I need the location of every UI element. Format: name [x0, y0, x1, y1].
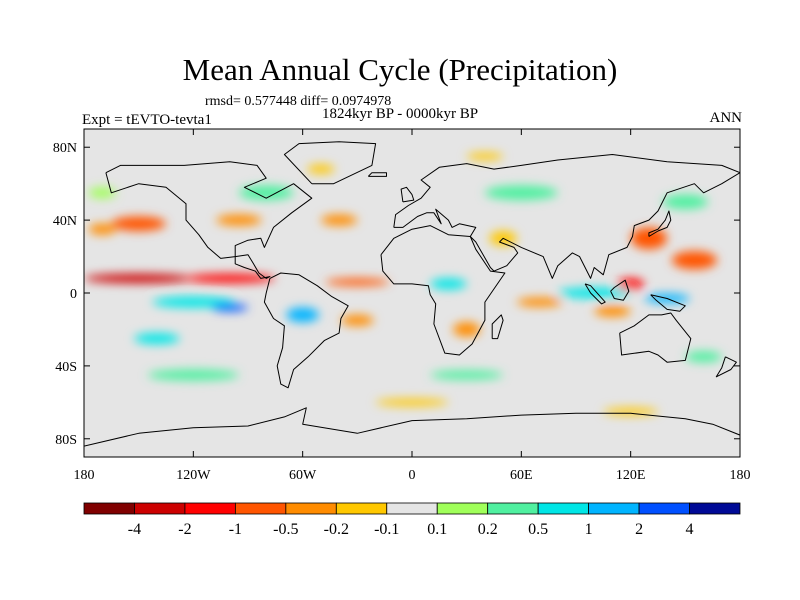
field-anomaly-28: [662, 194, 709, 210]
colorbar-swatch-12: [689, 502, 741, 515]
colorbar-swatch-9: [537, 502, 590, 515]
x-tick-label: 60E: [510, 468, 533, 483]
colorbar-swatch-10: [588, 502, 640, 515]
field-anomaly-15: [307, 164, 335, 174]
x-tick-label: 0: [409, 468, 416, 483]
x-tick-label: 60W: [289, 468, 317, 483]
field-anomaly-16: [466, 152, 504, 160]
coastline-borneo: [610, 279, 630, 301]
colorbar-swatch-3: [234, 502, 287, 515]
y-tick-label: 80N: [53, 141, 77, 156]
field-anomaly-11: [516, 297, 563, 307]
colorbar-label: -0.2: [324, 521, 349, 538]
period-text: 1824kyr BP - 0000kyr BP: [322, 106, 479, 122]
field-anomaly-30: [430, 370, 504, 380]
coastline-uk: [400, 186, 415, 203]
coastline-africa: [380, 225, 506, 356]
colorbar-label: 1: [585, 521, 593, 538]
coastline-central-america: [234, 254, 271, 279]
colorbar-swatch-7: [436, 502, 489, 515]
map-axes: 180 120W 60W 0 60E 120E 180 80N 40N 0 40S 80S: [53, 129, 751, 483]
colorbar-label: 4: [686, 521, 694, 538]
field-anomaly-8: [671, 251, 718, 270]
coastline-eurasia: [393, 154, 740, 279]
coastline-iceland: [367, 172, 387, 177]
field-anomaly-20: [211, 303, 248, 312]
x-tick-label: 180: [730, 468, 751, 483]
field-anomaly-27: [484, 185, 558, 201]
map-background: [84, 129, 740, 457]
colorbar-label: 2: [635, 521, 643, 538]
colorbar-label: -0.1: [374, 521, 399, 538]
coastline-australia: [619, 312, 692, 363]
field-anomaly-10: [594, 305, 631, 317]
field-anomaly-25: [430, 278, 467, 290]
x-tick-label: 120W: [176, 468, 211, 483]
colorbar-label: -1: [229, 521, 242, 538]
map-plot-area: [84, 129, 740, 457]
field-anomaly-13: [340, 314, 374, 326]
coastline-south-america: [263, 272, 349, 389]
field-anomaly-4: [88, 223, 116, 235]
field-anomaly-9: [617, 278, 645, 290]
coastline-greenland: [283, 141, 377, 185]
field-anomaly-7: [630, 227, 668, 250]
field-anomaly-22: [134, 333, 180, 345]
field-anomaly-21: [286, 307, 320, 323]
field-anomaly-32: [88, 187, 116, 199]
field-anomaly-12: [453, 322, 481, 337]
field-anomaly-26: [238, 185, 294, 201]
field-anomaly-5: [216, 214, 262, 226]
colorbar-swatch-6: [386, 502, 438, 515]
field-anomaly-3: [111, 216, 166, 232]
coastlines: [84, 141, 740, 447]
colorbar-label: -0.5: [273, 521, 298, 538]
colorbar-label: -4: [128, 521, 141, 538]
coastline-japan: [648, 210, 672, 237]
coastline-antarctica: [84, 407, 740, 447]
y-tick-label: 40N: [53, 214, 77, 229]
colorbar-swatch-4: [285, 502, 337, 515]
field-anomaly-29: [147, 369, 239, 381]
field-anomaly-17: [375, 398, 449, 406]
colorbar-label: 0.1: [427, 521, 447, 538]
coastline-madagascar: [491, 314, 504, 340]
colorbar-swatch-8: [487, 502, 539, 515]
season-label: ANN: [709, 110, 743, 126]
coastline-north-america: [105, 161, 313, 259]
colorbar-label: -2: [178, 521, 191, 538]
colorbar-swatch-0: [83, 502, 135, 515]
field-anomaly-1: [184, 273, 276, 283]
coastline-new-zealand: [715, 356, 737, 378]
field-anomaly-6: [320, 214, 358, 226]
x-tick-label: 120E: [616, 468, 646, 483]
y-tick-label: 80S: [55, 433, 77, 448]
colorbar-label: 0.2: [478, 521, 498, 538]
stats-text: rmsd= 0.577448 diff= 0.0974978: [205, 94, 392, 109]
y-tick-label: 0: [70, 287, 77, 302]
y-tick-label: 40S: [55, 360, 77, 375]
precip-difference-field: [84, 152, 722, 416]
experiment-label: Expt = tEVTO-tevta1: [82, 112, 212, 128]
colorbar-swatch-2: [184, 502, 236, 515]
colorbar-swatch-11: [638, 502, 690, 515]
colorbar-label: 0.5: [528, 521, 548, 538]
x-tick-label: 180: [74, 468, 95, 483]
field-anomaly-0: [84, 273, 194, 283]
field-anomaly-19: [152, 296, 235, 308]
field-anomaly-2: [325, 278, 390, 286]
coastline-new-guinea: [650, 294, 686, 312]
colorbar-swatch-1: [134, 502, 186, 515]
colorbar: -4 -2 -1 -0.5 -0.2 -0.1 0.1 0.2 0.5 1 2 4: [83, 502, 741, 538]
plot-title: Mean Annual Cycle (Precipitation): [182, 52, 618, 87]
coastline-sumatra: [584, 283, 606, 305]
field-anomaly-31: [685, 351, 722, 363]
field-anomaly-18: [603, 407, 659, 416]
colorbar-swatch-5: [335, 502, 388, 515]
